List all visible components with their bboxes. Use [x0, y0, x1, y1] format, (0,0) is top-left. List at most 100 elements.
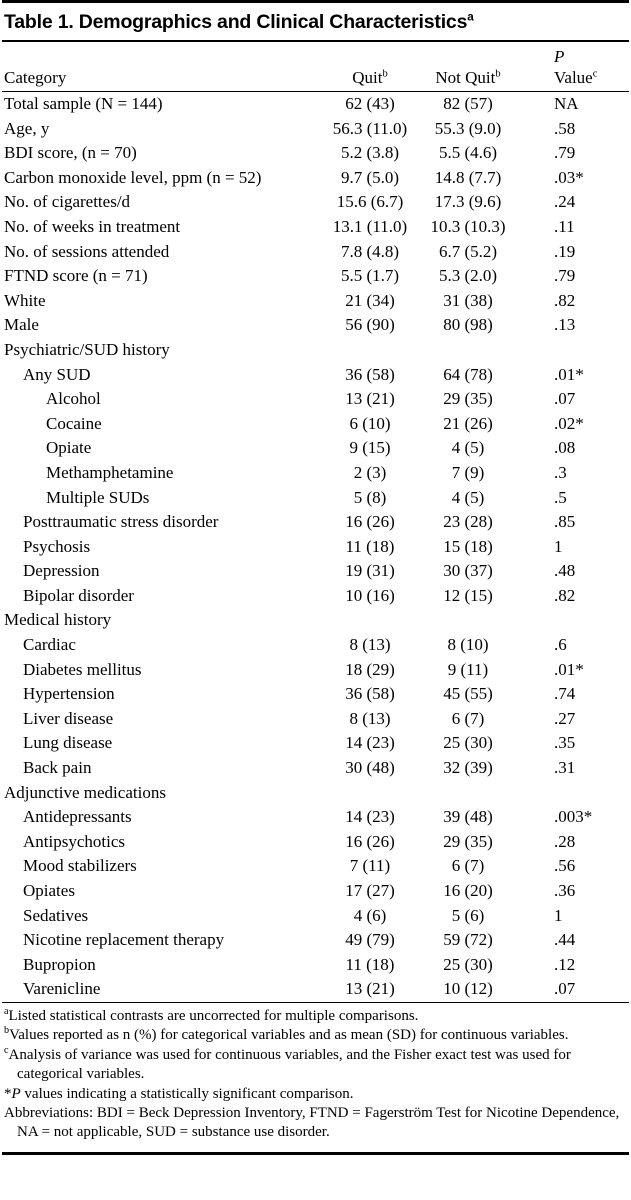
cell-p-value: .44	[554, 930, 576, 950]
table-title-footnote-marker: a	[467, 10, 474, 24]
table-row: White 21 (34) 31 (38) .82	[2, 289, 629, 314]
cell-quit: 36 (58)	[345, 364, 395, 384]
cell-not-quit: 6 (7)	[451, 856, 485, 876]
row-category: Opiates	[23, 881, 75, 900]
table-title-text: Table 1. Demographics and Clinical Chara…	[4, 11, 468, 33]
cell-p-value: .28	[554, 831, 576, 851]
table-row: Opiate 9 (15) 4 (5) .08	[2, 436, 629, 461]
row-category: Psychosis	[23, 536, 91, 556]
cell-quit: 2 (3)	[353, 462, 387, 482]
cell-quit: 13.1 (11.0)	[332, 216, 408, 236]
cell-not-quit: 6.7 (5.2)	[438, 241, 498, 261]
cell-quit: 13 (21)	[345, 979, 395, 999]
row-category: White	[4, 290, 46, 310]
cell-not-quit: 5 (6)	[451, 905, 485, 925]
cell-quit: 36 (58)	[345, 684, 395, 704]
cell-p-value: .12	[554, 954, 576, 974]
row-category: Back pain	[23, 758, 92, 778]
column-header-quit: Quitb	[322, 42, 418, 92]
cell-p-value: .19	[554, 241, 576, 261]
row-category: FTND score (n = 71)	[4, 266, 148, 286]
cell-p-value: 1	[554, 905, 563, 925]
cell-p-value: .36	[554, 881, 576, 900]
table-row: Any SUD 36 (58) 64 (78) .01*	[2, 363, 629, 388]
cell-p-value: .11	[554, 216, 575, 236]
row-category: Bipolar disorder	[23, 585, 134, 605]
table-row: Lung disease 14 (23) 25 (30) .35	[2, 731, 629, 756]
cell-p-value: .5	[554, 487, 567, 507]
cell-quit	[322, 781, 418, 806]
cell-not-quit: 29 (35)	[443, 831, 493, 851]
table-row: Diabetes mellitus 18 (29) 9 (11) .01*	[2, 658, 629, 683]
row-category: Multiple SUDs	[46, 487, 150, 507]
cell-quit: 49 (79)	[345, 930, 395, 950]
cell-quit: 5.5 (1.7)	[340, 266, 400, 286]
table-row: Total sample (N = 144) 62 (43) 82 (57) NA	[2, 92, 629, 117]
cell-not-quit: 6 (7)	[451, 708, 485, 728]
cell-not-quit: 17.3 (9.6)	[434, 192, 502, 212]
cell-quit: 18 (29)	[345, 659, 395, 679]
cell-p-value: .48	[554, 561, 576, 581]
row-category: Methamphetamine	[46, 462, 174, 482]
cell-not-quit: 55.3 (9.0)	[434, 118, 502, 138]
cell-not-quit: 9 (11)	[447, 659, 489, 679]
cell-p-value: .3	[554, 462, 567, 482]
table-row: Cardiac 8 (13) 8 (10) .6	[2, 633, 629, 658]
cell-not-quit: 30 (37)	[443, 561, 493, 581]
cell-not-quit: 25 (30)	[443, 954, 493, 974]
cell-p-value	[518, 608, 629, 633]
cell-quit: 21 (34)	[345, 290, 395, 310]
cell-not-quit: 12 (15)	[443, 585, 493, 605]
row-category: Psychiatric/SUD history	[4, 339, 170, 359]
table-row: Antipsychotics 16 (26) 29 (35) .28	[2, 830, 629, 855]
row-category: BDI score, (n = 70)	[4, 143, 137, 163]
table-row: No. of sessions attended 7.8 (4.8) 6.7 (5.…	[2, 240, 629, 265]
cell-p-value: .01*	[554, 364, 584, 384]
cell-quit: 30 (48)	[345, 758, 395, 778]
table-row: Bupropion 11 (18) 25 (30) .12	[2, 953, 629, 978]
cell-quit: 7 (11)	[349, 856, 391, 876]
column-header-quit-footnote-marker: b	[382, 68, 388, 80]
footnote-marker: b	[4, 1025, 10, 1037]
footnote-marker: a	[4, 1005, 9, 1017]
footnote: bValues reported as n (%) for categorica…	[4, 1025, 569, 1044]
table-row: FTND score (n = 71) 5.5 (1.7) 5.3 (2.0) .79	[2, 264, 629, 289]
cell-quit: 14 (23)	[345, 733, 395, 753]
cell-p-value: .07	[554, 979, 576, 999]
row-category: Lung disease	[23, 733, 113, 753]
cell-not-quit: 15 (18)	[443, 536, 493, 556]
cell-quit: 11 (18)	[345, 536, 395, 556]
cell-quit: 15.6 (6.7)	[336, 192, 404, 212]
cell-quit: 16 (26)	[345, 512, 395, 532]
cell-quit: 13 (21)	[345, 389, 395, 409]
row-category: Diabetes mellitus	[23, 659, 142, 679]
row-category: Cocaine	[46, 413, 102, 433]
cell-p-value: .03*	[554, 167, 584, 187]
cell-not-quit	[418, 781, 518, 806]
table-row: No. of cigarettes/d 15.6 (6.7) 17.3 (9.6).…	[2, 190, 629, 215]
table-row: Cocaine 6 (10) 21 (26) .02*	[2, 412, 629, 437]
table-row: BDI score, (n = 70) 5.2 (3.8) 5.5 (4.6) .79	[2, 141, 629, 166]
row-category: Bupropion	[23, 954, 96, 974]
cell-quit: 8 (13)	[349, 635, 391, 655]
footnote-marker: *	[4, 1085, 12, 1102]
table-row: Carbon monoxide level, ppm (n = 52) 9.7 (…	[2, 166, 629, 191]
cell-p-value: .79	[554, 143, 576, 163]
cell-p-value: .27	[554, 708, 576, 728]
column-header-not-quit-footnote-marker: b	[495, 68, 501, 80]
demographics-table: Category Quitb Not Quitb P Valuec Total …	[2, 42, 629, 1002]
cell-p-value: .82	[554, 290, 576, 310]
row-category: Antipsychotics	[23, 831, 125, 851]
column-header-quit-text: Quit	[352, 68, 383, 87]
table-row: Posttraumatic stress disorder 16 (26) 23 (…	[2, 510, 629, 535]
cell-not-quit: 4 (5)	[451, 487, 485, 507]
cell-not-quit: 5.5 (4.6)	[438, 143, 498, 163]
cell-not-quit: 29 (35)	[443, 389, 493, 409]
cell-p-value: NA	[554, 94, 579, 113]
footnote: cAnalysis of variance was used for conti…	[4, 1044, 571, 1083]
cell-quit: 4 (6)	[353, 905, 387, 925]
cell-quit: 5.2 (3.8)	[340, 143, 400, 163]
cell-p-value: .58	[554, 118, 576, 138]
footnote-italic-lead: P	[11, 1085, 21, 1102]
